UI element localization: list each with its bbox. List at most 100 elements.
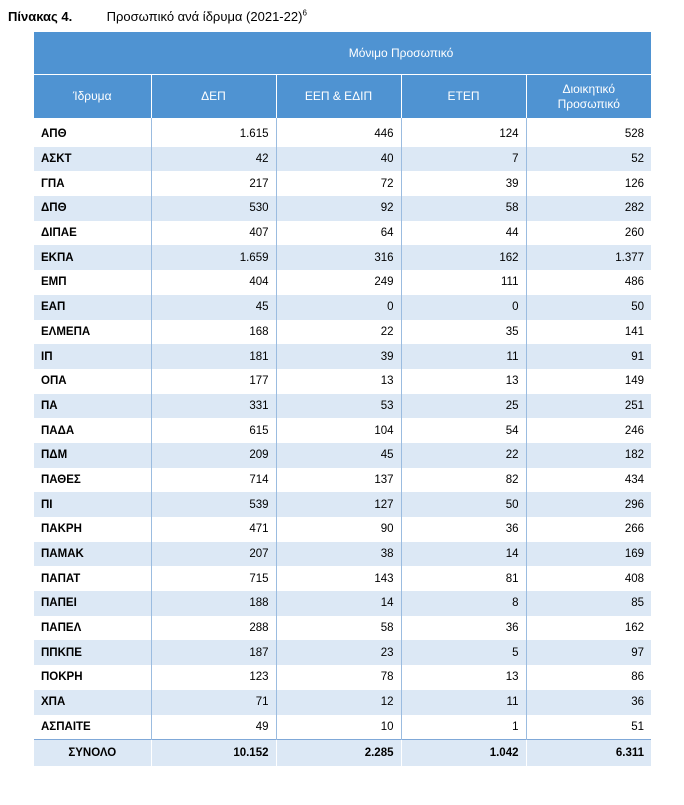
eep-edip-cell: 38	[275, 541, 401, 567]
table-row: ΕΜΠ 404 249 111 486	[34, 270, 652, 295]
etep-cell: 81	[400, 566, 526, 592]
table-row: ΠΟΚΡΗ 123 78 13 86	[34, 665, 652, 690]
eep-edip-cell: 23	[275, 640, 401, 666]
dep-cell: 123	[150, 665, 276, 690]
dep-cell: 331	[150, 393, 276, 419]
etep-cell: 162	[400, 245, 526, 271]
etep-cell: 111	[400, 270, 526, 295]
admin-staff-cell: 182	[525, 442, 652, 468]
eep-edip-cell: 40	[275, 146, 401, 172]
admin-staff-cell: 282	[525, 196, 652, 221]
table-row: ΑΠΘ 1.615 446 124 528	[34, 118, 652, 147]
table-row: ΠΑ 331 53 25 251	[34, 393, 652, 419]
dep-cell: 188	[150, 591, 276, 616]
table-row: ΔΙΠΑΕ 407 64 44 260	[34, 220, 652, 246]
etep-cell: 11	[400, 344, 526, 369]
etep-cell: 1	[400, 714, 526, 740]
dep-cell: 209	[150, 442, 276, 468]
total-eep-edip: 2.285	[275, 739, 401, 767]
admin-staff-cell: 91	[525, 344, 652, 369]
dep-cell: 71	[150, 689, 276, 715]
institution-cell: ΔΠΘ	[34, 196, 151, 221]
dep-cell: 217	[150, 171, 276, 197]
dep-cell: 1.615	[150, 118, 276, 147]
institution-cell: ΠΙ	[34, 492, 151, 517]
admin-staff-cell: 97	[525, 640, 652, 666]
institution-cell: ΙΠ	[34, 344, 151, 369]
institution-cell: ΧΠΑ	[34, 689, 151, 715]
table-row: ΠΑΚΡΗ 471 90 36 266	[34, 517, 652, 542]
etep-cell: 82	[400, 467, 526, 493]
admin-staff-cell: 408	[525, 566, 652, 592]
column-header-institution: Ίδρυμα	[34, 74, 151, 118]
institution-cell: ΠΑ	[34, 393, 151, 419]
eep-edip-cell: 10	[275, 714, 401, 740]
institution-cell: ΠΑΘΕΣ	[34, 467, 151, 493]
admin-staff-cell: 85	[525, 591, 652, 616]
header-group-permanent-staff: Μόνιμο Προσωπικό	[151, 32, 652, 75]
eep-edip-cell: 45	[275, 442, 401, 468]
admin-staff-cell: 434	[525, 467, 652, 493]
eep-edip-cell: 316	[275, 245, 401, 271]
dep-cell: 530	[150, 196, 276, 221]
etep-cell: 124	[400, 118, 526, 147]
table-row: ΠΑΔΑ 615 104 54 246	[34, 418, 652, 443]
eep-edip-cell: 22	[275, 319, 401, 345]
table-caption: Πίνακας 4. Προσωπικό ανά ίδρυμα (2021-22…	[8, 8, 307, 26]
column-header-eep-edip: ΕΕΠ & ΕΔΙΠ	[275, 74, 401, 118]
etep-cell: 39	[400, 171, 526, 197]
institution-cell: ΠΑΔΑ	[34, 418, 151, 443]
column-header-etep: ΕΤΕΠ	[400, 74, 526, 118]
eep-edip-cell: 137	[275, 467, 401, 493]
eep-edip-cell: 78	[275, 665, 401, 690]
dep-cell: 187	[150, 640, 276, 666]
eep-edip-cell: 12	[275, 689, 401, 715]
admin-staff-cell: 162	[525, 615, 652, 641]
institution-cell: ΠΔΜ	[34, 442, 151, 468]
institution-cell: ΕΜΠ	[34, 270, 151, 295]
table-row: ΑΣΚΤ 42 40 7 52	[34, 146, 652, 172]
etep-cell: 8	[400, 591, 526, 616]
table-row: ΠΑΠΕΙ 188 14 8 85	[34, 591, 652, 616]
table-body: ΑΠΘ 1.615 446 124 528 ΑΣΚΤ 42 40 7 52 ΓΠΑ 217 72 39 12…	[34, 118, 652, 740]
admin-staff-cell: 251	[525, 393, 652, 419]
eep-edip-cell: 143	[275, 566, 401, 592]
eep-edip-cell: 90	[275, 517, 401, 542]
eep-edip-cell: 53	[275, 393, 401, 419]
eep-edip-cell: 92	[275, 196, 401, 221]
dep-cell: 615	[150, 418, 276, 443]
institution-cell: ΠΑΜΑΚ	[34, 541, 151, 567]
dep-cell: 42	[150, 146, 276, 172]
dep-cell: 207	[150, 541, 276, 567]
eep-edip-cell: 14	[275, 591, 401, 616]
total-admin-staff: 6.311	[525, 739, 652, 767]
total-label: ΣΥΝΟΛΟ	[34, 739, 151, 767]
institution-cell: ΠΟΚΡΗ	[34, 665, 151, 690]
dep-cell: 49	[150, 714, 276, 740]
institution-cell: ΠΠΚΠΕ	[34, 640, 151, 666]
admin-staff-cell: 50	[525, 294, 652, 320]
header-empty	[34, 32, 151, 75]
eep-edip-cell: 39	[275, 344, 401, 369]
dep-cell: 1.659	[150, 245, 276, 271]
dep-cell: 714	[150, 467, 276, 493]
staff-table: Μόνιμο Προσωπικό Ίδρυμα ΔΕΠ ΕΕΠ & ΕΔΙΠ Ε…	[34, 32, 652, 767]
etep-cell: 35	[400, 319, 526, 345]
table-number: Πίνακας 4.	[8, 9, 73, 24]
dep-cell: 471	[150, 517, 276, 542]
dep-cell: 288	[150, 615, 276, 641]
admin-staff-cell: 266	[525, 517, 652, 542]
admin-staff-cell: 486	[525, 270, 652, 295]
admin-staff-cell: 528	[525, 118, 652, 147]
etep-cell: 36	[400, 517, 526, 542]
etep-cell: 0	[400, 294, 526, 320]
admin-staff-cell: 246	[525, 418, 652, 443]
table-row: ΠΠΚΠΕ 187 23 5 97	[34, 640, 652, 666]
table-row: ΠΔΜ 209 45 22 182	[34, 442, 652, 468]
table-row: ΠΑΠΕΛ 288 58 36 162	[34, 615, 652, 641]
table-row: ΑΣΠΑΙΤΕ 49 10 1 51	[34, 714, 652, 740]
admin-staff-cell: 296	[525, 492, 652, 517]
institution-cell: ΕΚΠΑ	[34, 245, 151, 271]
institution-cell: ΠΑΠΕΛ	[34, 615, 151, 641]
institution-cell: ΟΠΑ	[34, 368, 151, 394]
